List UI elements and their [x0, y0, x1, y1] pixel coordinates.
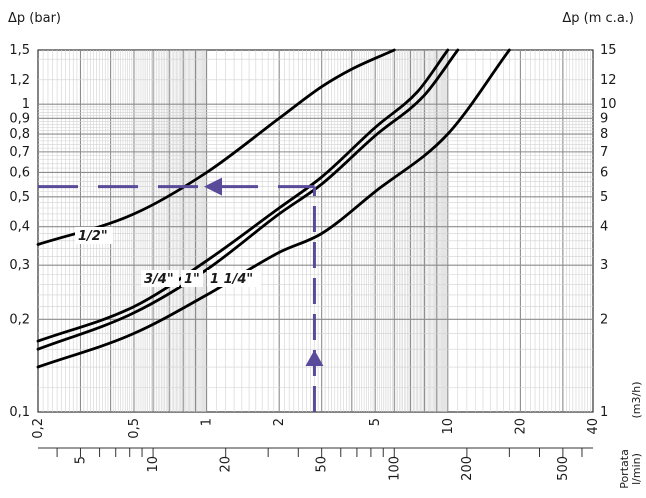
- reading-arrowhead-left: [204, 177, 222, 196]
- y-tick-label-m: 12: [600, 73, 617, 88]
- y-tick-label-m: 2: [600, 312, 608, 327]
- y-tick-label-bar: 0,4: [9, 220, 30, 235]
- x-tick-label-lmin: 500: [556, 456, 571, 481]
- y-tick-label-bar: 1,5: [9, 43, 30, 58]
- y-tick-label-m: 5: [600, 190, 608, 205]
- y-tick-label-m: 9: [600, 111, 608, 126]
- curve-label-4-background: [207, 270, 261, 287]
- y-tick-label-m: 7: [600, 145, 608, 160]
- x-unit-primary: (m3/h): [630, 382, 643, 419]
- curve-label-4: 1 1/4": [210, 272, 253, 287]
- curve-label-3-background: [181, 270, 203, 287]
- series-curve-4: [36, 48, 511, 369]
- y-tick-label-bar: 0,9: [9, 111, 30, 126]
- curves: [36, 48, 511, 369]
- y-tick-label-bar: 1: [22, 97, 30, 112]
- curve-label-2-background: [141, 270, 179, 287]
- example-reading: [38, 177, 324, 412]
- y-tick-label-bar: 0,7: [9, 145, 30, 160]
- x-tick-label-m3h: 40: [586, 418, 601, 435]
- y-tick-label-bar: 0,2: [9, 312, 30, 327]
- y-tick-label-m: 1: [600, 405, 608, 420]
- y-tick-label-bar: 1,2: [9, 73, 30, 88]
- curve-label-1-background: [75, 227, 113, 244]
- y-tick-label-m: 8: [600, 127, 608, 142]
- x-unit-secondary: l/min): [630, 453, 643, 485]
- y-tick-label-m: 3: [600, 258, 608, 273]
- x-tick-label-lmin: 5: [73, 456, 88, 464]
- x-tick-label-m3h: 10: [441, 418, 456, 435]
- curve-label-1: 1/2": [78, 229, 108, 244]
- x-tick-label-lmin: 20: [219, 456, 234, 473]
- y-tick-label-bar: 0,3: [9, 258, 30, 273]
- x-tick-label-m3h: 0,2: [31, 418, 46, 439]
- x-tick-label-m3h: 5: [368, 418, 383, 426]
- curve-label-2: 3/4": [144, 272, 174, 287]
- y-tick-label-bar: 0,8: [9, 127, 30, 142]
- y-tick-label-m: 10: [600, 97, 617, 112]
- series-curve-3: [36, 48, 460, 351]
- x-tick-label-lmin: 200: [460, 456, 475, 481]
- left-axis-label: Δp (bar): [8, 11, 61, 26]
- curve-label-3: 1": [184, 272, 200, 287]
- x-tick-label-m3h: 20: [513, 418, 528, 435]
- curve-labels: 1/2" 3/4" 1" 1 1/4": [75, 227, 261, 287]
- x-tick-label-m3h: 0,5: [127, 418, 142, 439]
- x-tick-label-lmin: 50: [315, 456, 330, 473]
- x-axis-label: Portata: [618, 449, 631, 489]
- y-tick-label-bar: 0,6: [9, 165, 30, 180]
- reading-arrowhead-up: [305, 350, 324, 366]
- right-axis-label: Δp (m c.a.): [562, 11, 634, 26]
- y-tick-label-bar: 0,5: [9, 190, 30, 205]
- y-tick-label-m: 15: [600, 43, 617, 58]
- y-tick-label-bar: 0,1: [9, 405, 30, 420]
- x-tick-label-lmin: 10: [146, 456, 161, 473]
- series-curve-2: [36, 48, 450, 343]
- axis-ticks: 1,51,210,90,80,70,60,50,40,30,20,1151210…: [9, 43, 616, 481]
- x-tick-label-lmin: 100: [387, 456, 402, 481]
- x-tick-label-m3h: 1: [200, 418, 215, 426]
- x-tick-label-m3h: 2: [272, 418, 287, 426]
- series-curve-1: [36, 48, 396, 246]
- y-tick-label-m: 6: [600, 165, 608, 180]
- y-tick-label-m: 4: [600, 220, 608, 235]
